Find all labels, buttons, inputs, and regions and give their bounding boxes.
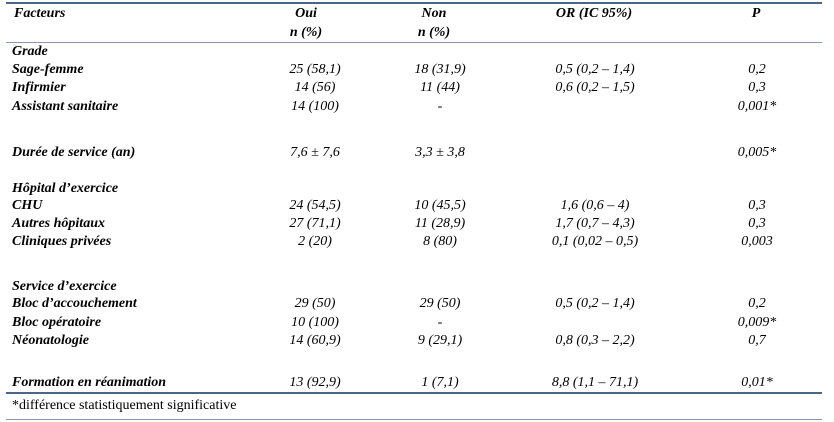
- cell-p: 0,001*: [737, 99, 777, 114]
- row-label: Bloc d’accouchement: [12, 296, 137, 311]
- cell-p: 0,3: [748, 216, 766, 231]
- cell-p: 0,3: [748, 80, 766, 95]
- cell-non: 29 (50): [419, 296, 461, 311]
- cell-oui: 13 (92,9): [289, 375, 341, 390]
- column-header: P: [751, 6, 761, 21]
- column-header: Oui: [295, 6, 317, 21]
- row-label: Sage-femme: [12, 62, 84, 77]
- cell-non: 3,3 ± 3,8: [415, 145, 465, 160]
- cell-or: 0,8 (0,3 – 2,2): [555, 333, 635, 348]
- row-label: Grade: [12, 44, 48, 59]
- cell-p: 0,01*: [741, 375, 773, 390]
- cell-or: 8,8 (1,1 – 71,1): [551, 375, 639, 390]
- row-label: Formation en réanimation: [12, 375, 167, 390]
- cell-non: 11 (28,9): [414, 216, 466, 231]
- column-subheader: n (%): [417, 25, 451, 40]
- cell-or: 0,5 (0,2 – 1,4): [555, 62, 635, 77]
- cell-oui: 14 (100): [291, 99, 339, 114]
- cell-oui: 14 (56): [294, 80, 336, 95]
- top-rule: [6, 2, 822, 4]
- cell-non: 10 (45,5): [414, 198, 466, 213]
- cell-oui: 24 (54,5): [289, 198, 341, 213]
- bottom-rule: [6, 392, 822, 394]
- cell-p: 0,005*: [737, 145, 777, 160]
- row-label: Autres hôpitaux: [12, 216, 105, 231]
- cell-non: 8 (80): [423, 234, 457, 249]
- cell-non: -: [437, 315, 443, 330]
- row-label: CHU: [12, 198, 43, 213]
- cell-p: 0,3: [748, 198, 766, 213]
- cell-or: 0,6 (0,2 – 1,5): [555, 80, 635, 95]
- cell-p: 0,7: [748, 333, 766, 348]
- column-subheader: n (%): [289, 25, 323, 40]
- cell-oui: 14 (60,9): [289, 333, 341, 348]
- column-header: Non: [421, 6, 447, 21]
- row-label: Durée de service (an): [12, 145, 136, 160]
- cell-oui: 25 (58,1): [289, 62, 341, 77]
- cell-non: 18 (31,9): [414, 62, 466, 77]
- header-rule: [6, 42, 822, 43]
- cell-oui: 7,6 ± 7,6: [290, 145, 340, 160]
- cell-or: 0,1 (0,02 – 0,5): [551, 234, 639, 249]
- column-header: Facteurs: [14, 6, 66, 21]
- footnote: *différence statistiquement significativ…: [12, 398, 237, 413]
- cell-p: 0,009*: [737, 315, 777, 330]
- cell-or: 1,6 (0,6 – 4): [560, 198, 630, 213]
- cell-oui: 2 (20): [298, 234, 332, 249]
- cell-non: 11 (44): [420, 80, 460, 95]
- row-label: Hôpital d’exercice: [12, 181, 119, 196]
- cell-oui: 10 (100): [291, 315, 339, 330]
- row-label: Néonatologie: [12, 333, 89, 348]
- column-header: OR (IC 95%): [555, 6, 633, 21]
- row-label: Bloc opératoire: [12, 315, 102, 330]
- cell-oui: 27 (71,1): [289, 216, 341, 231]
- cell-non: 1 (7,1): [421, 375, 459, 390]
- row-label: Service d’exercice: [12, 279, 117, 294]
- row-label: Infirmier: [12, 80, 66, 95]
- cell-p: 0,003: [741, 234, 773, 249]
- cell-non: -: [437, 99, 443, 114]
- cell-non: 9 (29,1): [417, 333, 463, 348]
- footer-rule: [6, 419, 822, 420]
- cell-p: 0,2: [748, 296, 766, 311]
- cell-oui: 29 (50): [294, 296, 336, 311]
- row-label: Assistant sanitaire: [12, 99, 119, 114]
- row-label: Cliniques privées: [12, 234, 112, 249]
- cell-or: 0,5 (0,2 – 1,4): [555, 296, 635, 311]
- cell-p: 0,2: [748, 62, 766, 77]
- cell-or: 1,7 (0,7 – 4,3): [555, 216, 635, 231]
